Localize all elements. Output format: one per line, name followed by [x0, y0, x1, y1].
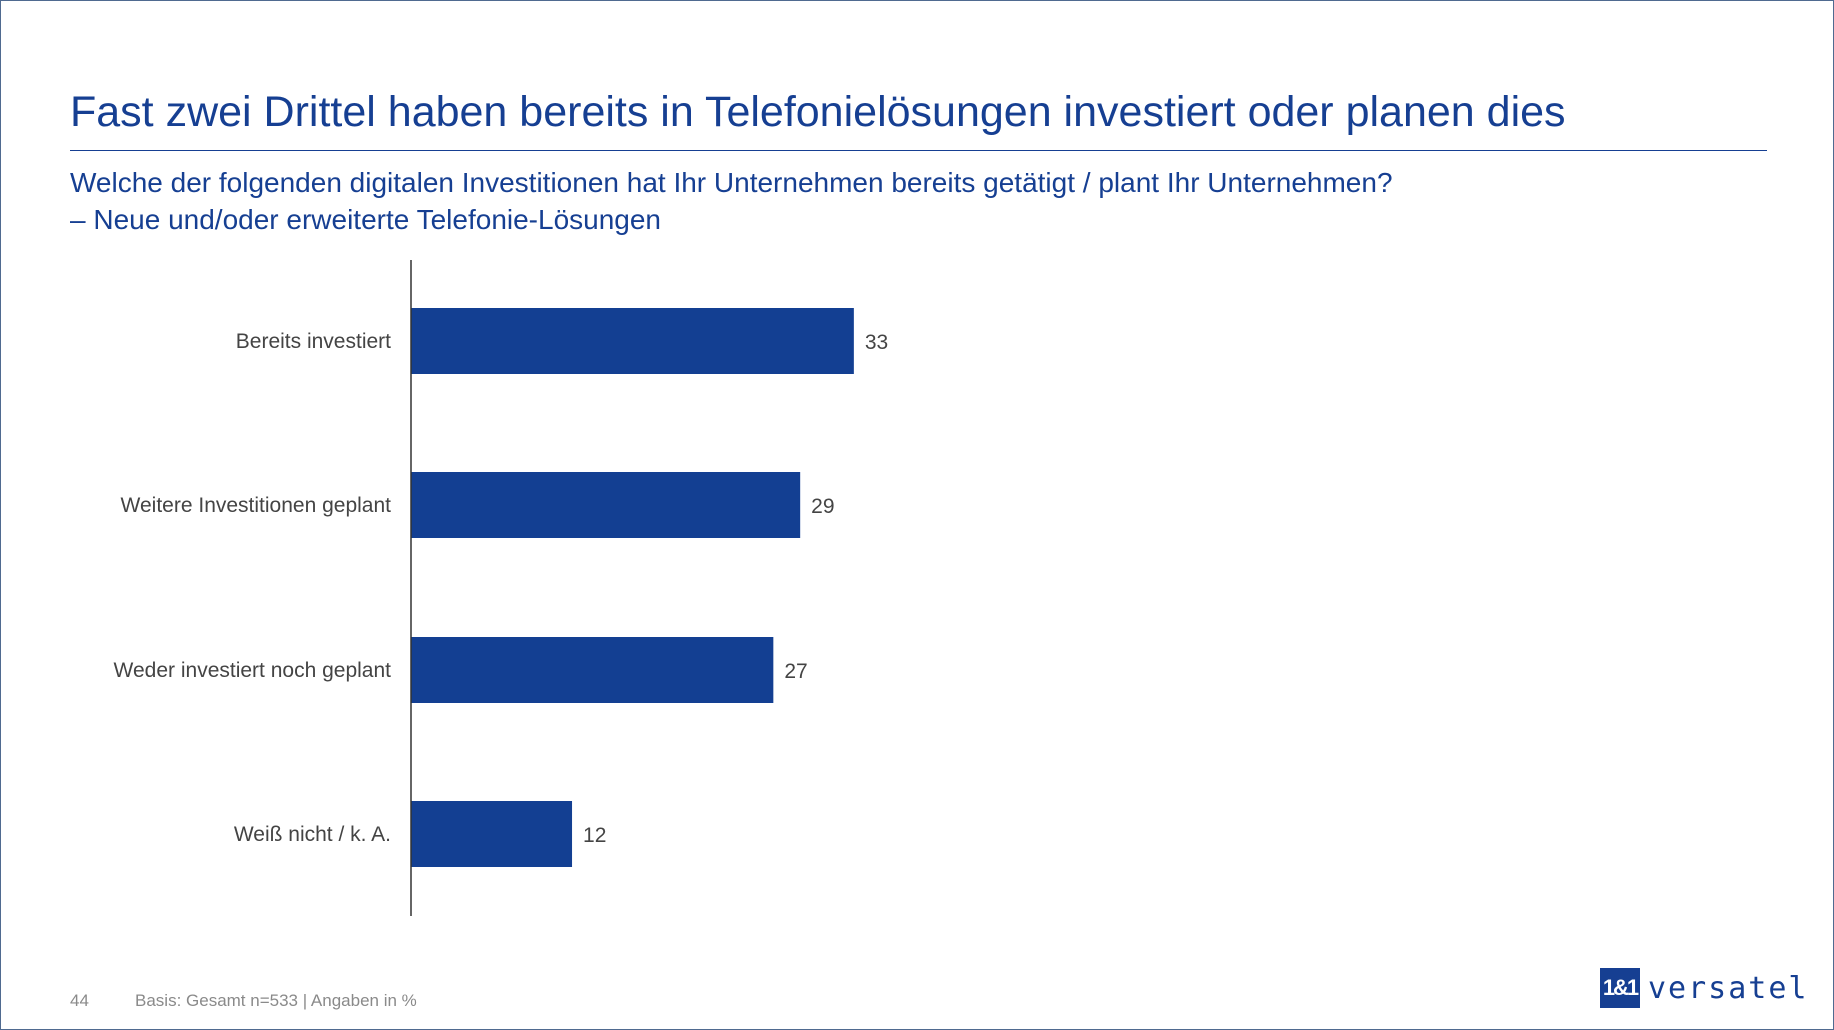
category-label: Weder investiert noch geplant	[114, 659, 392, 682]
category-label: Bereits investiert	[236, 330, 391, 353]
category-label: Weitere Investitionen geplant	[121, 494, 392, 517]
logo-word: versatel	[1648, 970, 1809, 1006]
logo-mark: 1&1	[1600, 968, 1640, 1008]
data-label: 29	[811, 495, 834, 518]
bar	[411, 801, 573, 867]
slide-title: Fast zwei Drittel haben bereits in Telef…	[70, 88, 1566, 136]
data-label: 12	[583, 824, 606, 847]
subtitle-line-1: Welche der folgenden digitalen Investiti…	[70, 167, 1393, 198]
subtitle-line-2: – Neue und/oder erweiterte Telefonie-Lös…	[70, 204, 662, 235]
bar	[411, 637, 774, 703]
page-number: 44	[70, 991, 89, 1010]
data-label: 27	[784, 660, 807, 683]
title-divider	[70, 150, 1767, 151]
category-label: Weiß nicht / k. A.	[234, 823, 391, 846]
data-label: 33	[865, 331, 888, 354]
versatel-logo: 1&1 versatel	[1600, 968, 1809, 1008]
bar	[411, 472, 801, 538]
footer-note: Basis: Gesamt n=533 | Angaben in %	[135, 991, 417, 1010]
bar	[411, 308, 854, 374]
